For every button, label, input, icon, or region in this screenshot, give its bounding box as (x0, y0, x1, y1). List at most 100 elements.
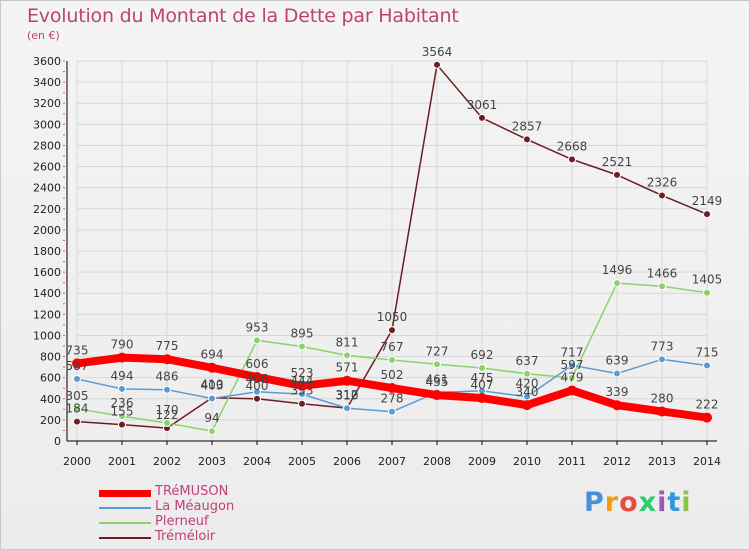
data-label: 811 (336, 335, 359, 349)
data-label: 692 (471, 348, 494, 362)
data-point (567, 385, 577, 396)
data-point (613, 170, 621, 179)
data-point (253, 387, 261, 396)
x-tick-label: 2008 (423, 455, 451, 468)
data-label: 1466 (647, 266, 678, 280)
data-label: 222 (696, 398, 719, 412)
x-tick-label: 2012 (603, 455, 631, 468)
x-tick-label: 2013 (648, 455, 676, 468)
data-point (162, 354, 172, 365)
y-tick-label: 200 (40, 414, 61, 427)
logo-letter: x (638, 487, 658, 518)
data-point (702, 412, 712, 423)
data-point (523, 135, 531, 144)
y-tick-label: 3200 (33, 97, 61, 110)
legend-swatch (99, 489, 151, 497)
x-tick-label: 2010 (513, 455, 541, 468)
x-tick-label: 2011 (558, 455, 586, 468)
data-label: 2668 (557, 139, 588, 153)
data-label: 2857 (512, 119, 543, 133)
x-tick-label: 2002 (153, 455, 181, 468)
data-label: 479 (561, 370, 584, 384)
data-point (207, 362, 217, 373)
data-label: 639 (606, 354, 629, 368)
y-tick-label: 1800 (33, 245, 61, 258)
data-point (117, 352, 127, 363)
y-tick-label: 2600 (33, 161, 61, 174)
x-tick-label: 2009 (468, 455, 496, 468)
data-point (253, 394, 261, 403)
data-label: 400 (246, 379, 269, 393)
data-point (703, 288, 711, 297)
data-point (343, 351, 351, 360)
data-label: 953 (246, 320, 269, 334)
data-label: 184 (66, 402, 89, 416)
y-tick-label: 2200 (33, 203, 61, 216)
data-label: 461 (426, 372, 449, 386)
data-label: 2326 (647, 175, 678, 189)
data-label: 236 (111, 396, 134, 410)
y-tick-label: 1600 (33, 266, 61, 279)
y-tick-label: 2000 (33, 224, 61, 237)
data-label: 715 (696, 346, 719, 360)
data-point (388, 326, 396, 335)
data-label: 305 (66, 389, 89, 403)
x-tick-label: 2001 (108, 455, 136, 468)
data-label: 2521 (602, 155, 633, 169)
data-point (433, 60, 441, 69)
data-point (612, 400, 622, 411)
data-label: 407 (471, 378, 494, 392)
logo-letter: i (657, 487, 668, 518)
y-tick-label: 600 (40, 372, 61, 385)
data-label: 475 (471, 371, 494, 385)
data-point (118, 420, 126, 429)
data-label: 571 (336, 361, 359, 375)
data-label: 1405 (692, 273, 723, 287)
data-point (208, 427, 216, 436)
data-point (523, 369, 531, 378)
data-label: 278 (381, 392, 404, 406)
data-label: 466 (246, 372, 269, 386)
data-point (73, 404, 81, 413)
x-tick-label: 2000 (63, 455, 91, 468)
data-label: 587 (66, 359, 89, 373)
data-label: 435 (426, 375, 449, 389)
chart-title: Evolution du Montant de la Dette par Hab… (27, 5, 459, 27)
x-tick-label: 2005 (288, 455, 316, 468)
y-tick-label: 3000 (33, 118, 61, 131)
data-point (703, 210, 711, 219)
data-label: 3061 (467, 98, 498, 112)
data-point (298, 399, 306, 408)
data-label: 280 (651, 391, 674, 405)
data-label: 790 (111, 338, 134, 352)
legend-swatch (99, 507, 151, 509)
data-point (568, 373, 576, 382)
data-label: 420 (516, 377, 539, 391)
data-point (477, 393, 487, 404)
data-label: 502 (381, 368, 404, 382)
x-tick-label: 2004 (243, 455, 271, 468)
data-point (388, 356, 396, 365)
data-point (72, 358, 82, 369)
data-label: 727 (426, 344, 449, 358)
legend-swatch (99, 522, 151, 524)
data-label: 170 (156, 403, 179, 417)
data-label: 895 (291, 327, 314, 341)
data-label: 353 (291, 384, 314, 398)
data-label: 523 (291, 366, 314, 380)
logo-letter: o (619, 487, 639, 518)
y-tick-label: 3600 (33, 55, 61, 68)
data-label: 717 (561, 345, 584, 359)
data-point (568, 361, 576, 370)
data-point (387, 383, 397, 394)
legend-label: TRéMUSON (155, 484, 229, 499)
data-label: 444 (291, 374, 314, 388)
data-point (658, 191, 666, 200)
legend-label: Plerneuf (155, 514, 209, 529)
data-point (568, 155, 576, 164)
y-tick-label: 400 (40, 393, 61, 406)
data-point (432, 390, 442, 401)
y-tick-label: 1200 (33, 308, 61, 321)
y-tick-label: 2800 (33, 139, 61, 152)
y-tick-label: 2400 (33, 182, 61, 195)
